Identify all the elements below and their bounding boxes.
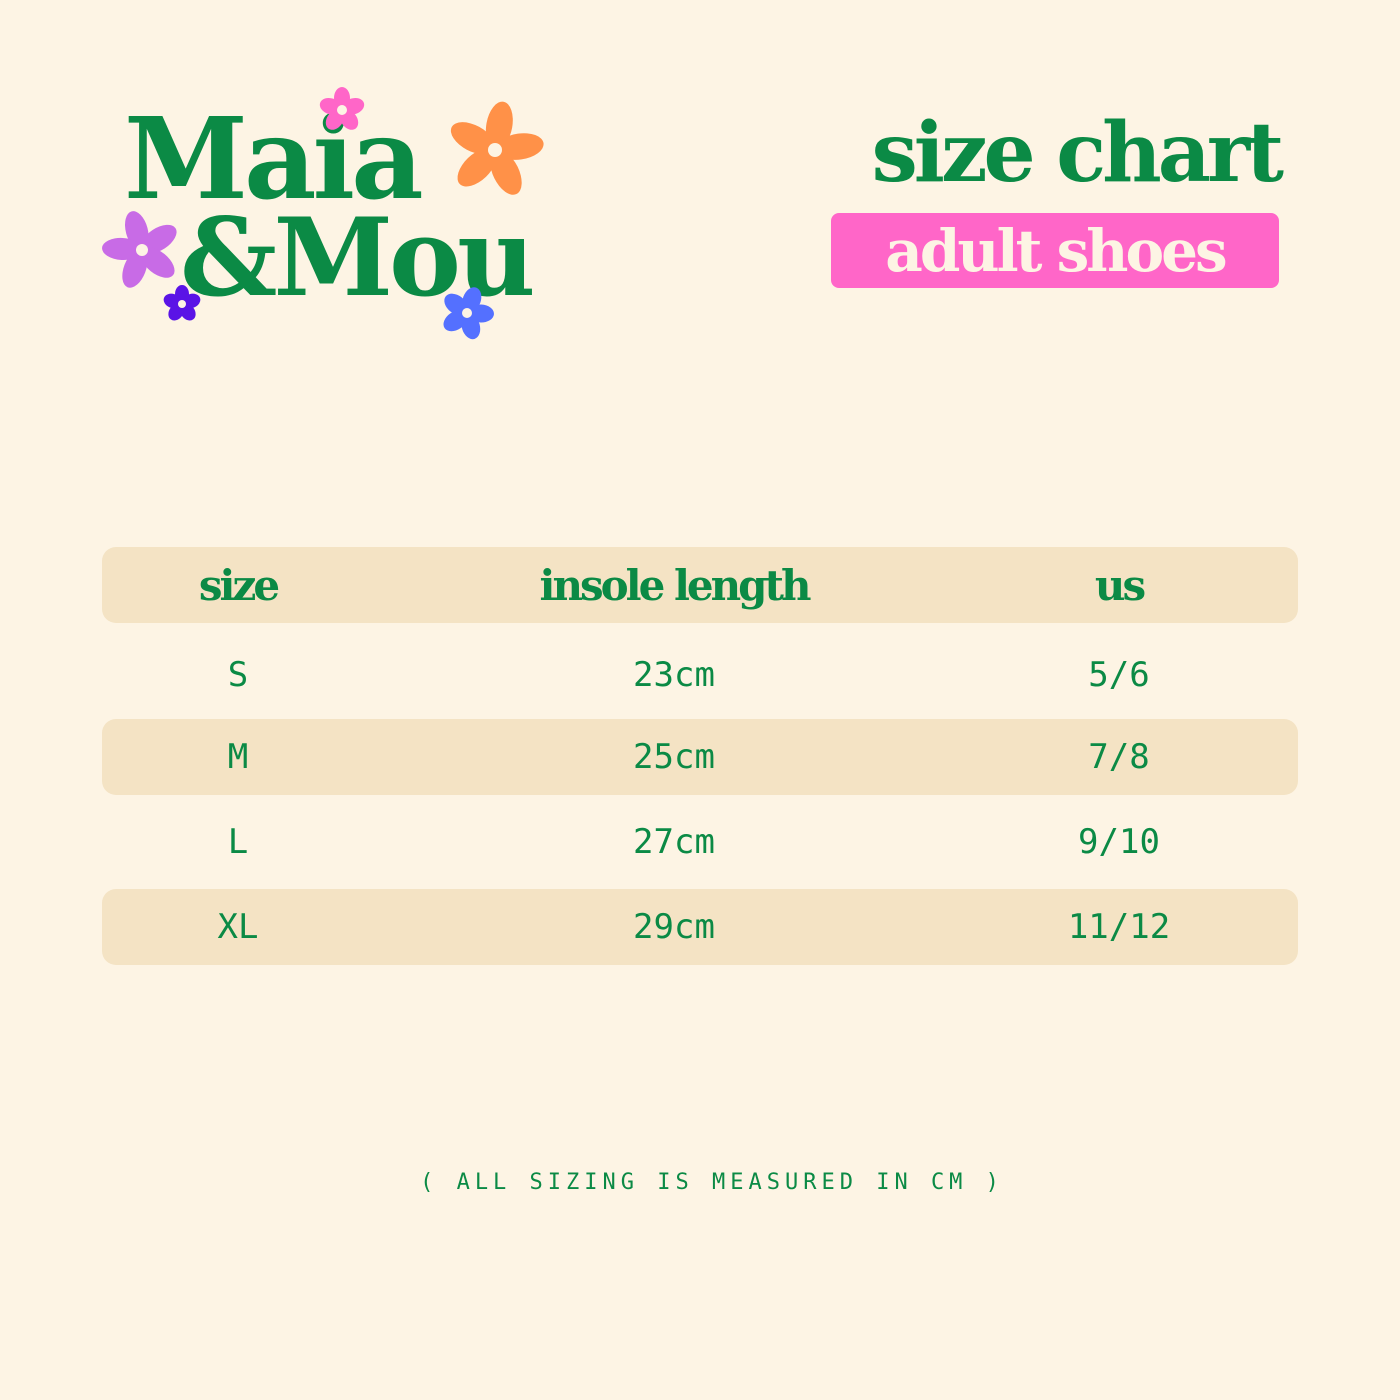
table-header: size insole length us bbox=[102, 547, 1298, 623]
cell-insole-length: 25cm bbox=[633, 737, 715, 777]
flower-pink-icon bbox=[319, 87, 365, 130]
flower-purple-icon bbox=[102, 211, 177, 288]
page-title: size chart bbox=[871, 105, 1284, 201]
logo-line-1: Maia bbox=[124, 94, 424, 225]
brand-logo: Maia &Mou bbox=[100, 80, 560, 350]
flower-blue-icon bbox=[443, 287, 494, 340]
cell-us: 7/8 bbox=[1088, 737, 1150, 777]
cell-size: M bbox=[227, 737, 249, 777]
cell-us: 9/10 bbox=[1078, 822, 1160, 862]
cell-us: 5/6 bbox=[1088, 655, 1150, 695]
measurement-note: ( ALL SIZING IS MEASURED IN CM ) bbox=[420, 1170, 1004, 1195]
cell-insole-length: 27cm bbox=[633, 822, 715, 862]
table-row: M 25cm 7/8 bbox=[102, 719, 1298, 795]
column-header-insole-length: insole length bbox=[539, 560, 812, 610]
column-header-size: size bbox=[198, 560, 280, 610]
flower-orange-icon bbox=[450, 101, 544, 195]
cell-size: L bbox=[227, 822, 249, 862]
table-row: L 27cm 9/10 bbox=[102, 804, 1298, 880]
cell-size: S bbox=[227, 655, 249, 695]
cell-size: XL bbox=[217, 907, 259, 947]
cell-us: 11/12 bbox=[1067, 907, 1171, 947]
page-subtitle: adult shoes bbox=[885, 216, 1227, 285]
cell-insole-length: 23cm bbox=[633, 655, 715, 695]
column-header-us: us bbox=[1094, 560, 1146, 610]
table-row: S 23cm 5/6 bbox=[102, 637, 1298, 713]
flower-violet-icon bbox=[163, 285, 201, 321]
size-table: size insole length us S 23cm 5/6 M 25cm … bbox=[102, 547, 1298, 965]
cell-insole-length: 29cm bbox=[633, 907, 715, 947]
table-row: XL 29cm 11/12 bbox=[102, 889, 1298, 965]
subtitle-badge: adult shoes bbox=[831, 213, 1279, 288]
